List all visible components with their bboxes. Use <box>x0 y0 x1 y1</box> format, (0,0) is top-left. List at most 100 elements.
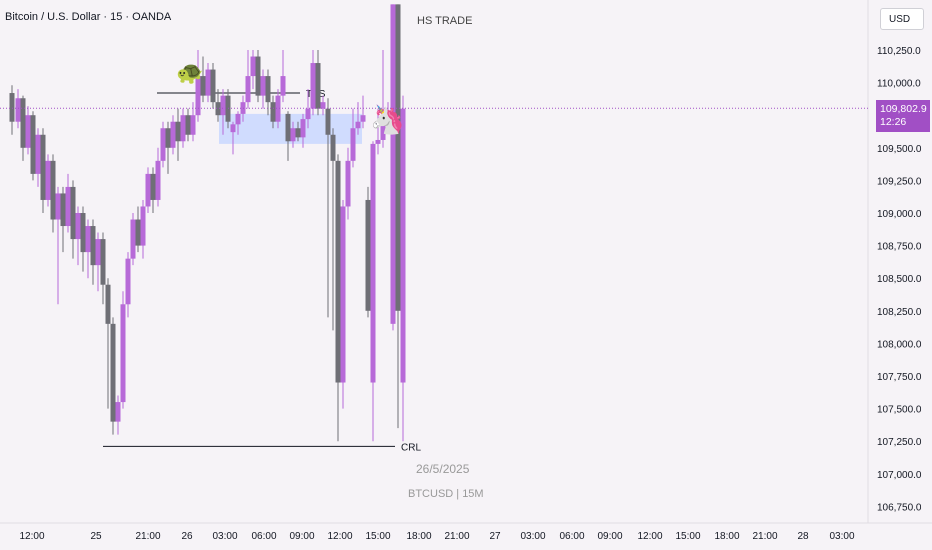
y-tick-label: 106,750.0 <box>877 502 922 513</box>
candle <box>220 89 226 135</box>
y-tick-label: 107,500.0 <box>877 405 922 416</box>
candle <box>255 50 261 103</box>
x-tick-label: 06:00 <box>251 531 276 542</box>
candle <box>35 128 41 187</box>
x-tick-label: 06:00 <box>559 531 584 542</box>
candle <box>250 50 256 90</box>
candle-body <box>400 108 406 383</box>
candle-body <box>100 239 106 285</box>
candle <box>155 147 161 207</box>
candle-body <box>45 160 51 200</box>
candle <box>400 95 406 442</box>
candle-body <box>380 124 386 140</box>
candle-body <box>105 284 111 324</box>
candle-body <box>150 173 156 200</box>
candle-body <box>9 93 15 122</box>
candle <box>45 154 51 207</box>
symbol-title[interactable]: Bitcoin / U.S. Dollar · 15 · OANDA <box>5 11 172 23</box>
candle-body <box>375 139 381 144</box>
y-tick-label: 110,250.0 <box>877 46 921 57</box>
x-tick-label: 21:00 <box>444 531 469 542</box>
candle-body <box>15 98 21 122</box>
candle <box>150 167 156 213</box>
y-tick-label: 110,000.0 <box>877 79 921 90</box>
candle <box>355 102 361 135</box>
candle-body <box>300 119 306 138</box>
candle <box>80 206 86 272</box>
candle-body <box>220 95 226 116</box>
x-tick-label: 12:00 <box>327 531 352 542</box>
candle-body <box>190 115 196 135</box>
x-tick-label: 28 <box>797 531 809 542</box>
candle <box>285 111 291 161</box>
candle-body <box>235 113 241 125</box>
candle <box>310 50 316 116</box>
y-tick-label: 107,750.0 <box>877 372 922 383</box>
candle <box>40 128 46 213</box>
candle-body <box>295 128 301 138</box>
candle-body <box>285 113 291 142</box>
candle-body <box>345 160 351 207</box>
candle <box>105 278 111 409</box>
candle-body <box>280 76 286 96</box>
candle-body <box>365 199 371 311</box>
candle-body <box>175 121 181 142</box>
y-tick-label: 109,000.0 <box>877 209 922 220</box>
candle-body <box>40 134 46 200</box>
candle <box>365 186 371 318</box>
candle <box>75 206 81 266</box>
candle <box>235 111 241 135</box>
candle-body <box>60 193 66 227</box>
candle-body <box>310 63 316 109</box>
candle-body <box>145 173 151 207</box>
candle-body <box>315 63 321 109</box>
candle <box>140 199 146 259</box>
candle-body <box>275 95 281 122</box>
candle <box>95 232 101 292</box>
x-tick-label: 27 <box>489 531 501 542</box>
candle <box>335 154 341 442</box>
brand-label: HS TRADE <box>417 15 473 27</box>
candle-body <box>165 128 171 148</box>
candle <box>9 85 15 135</box>
candle-body <box>305 108 311 120</box>
candle <box>245 50 251 109</box>
candle-body <box>200 76 206 96</box>
candle-body <box>155 160 161 200</box>
y-tick-label: 108,500.0 <box>877 274 922 285</box>
x-tick-label: 03:00 <box>212 531 237 542</box>
candle-body <box>270 102 276 122</box>
candle <box>20 95 26 161</box>
candle-body <box>125 258 131 305</box>
candle-body <box>335 160 341 383</box>
y-tick-label: 109,500.0 <box>877 144 922 155</box>
candle-body <box>390 4 396 324</box>
candle-body <box>265 76 271 103</box>
candle <box>55 186 61 305</box>
candle <box>295 121 301 142</box>
candle <box>135 206 141 253</box>
candle-body <box>65 186 71 227</box>
candle <box>145 167 151 213</box>
x-tick-label: 09:00 <box>597 531 622 542</box>
candle <box>380 50 386 148</box>
x-tick-label: 03:00 <box>829 531 854 542</box>
candle <box>100 232 106 305</box>
x-tick-label: 25 <box>90 531 102 542</box>
currency-button[interactable]: USD <box>880 8 924 30</box>
candle-body <box>250 56 256 77</box>
candle-body <box>185 115 191 135</box>
candle-body <box>135 219 141 246</box>
candle <box>185 108 191 142</box>
candle <box>125 252 131 318</box>
candle-body <box>90 226 96 266</box>
candle-body <box>370 143 376 383</box>
candle-body <box>245 76 251 103</box>
candle-body <box>395 4 401 311</box>
candle-body <box>25 115 31 148</box>
candle <box>70 180 76 259</box>
symbol-watermark: BTCUSD | 15M <box>408 488 484 500</box>
candle <box>85 219 91 279</box>
candle <box>375 108 381 155</box>
